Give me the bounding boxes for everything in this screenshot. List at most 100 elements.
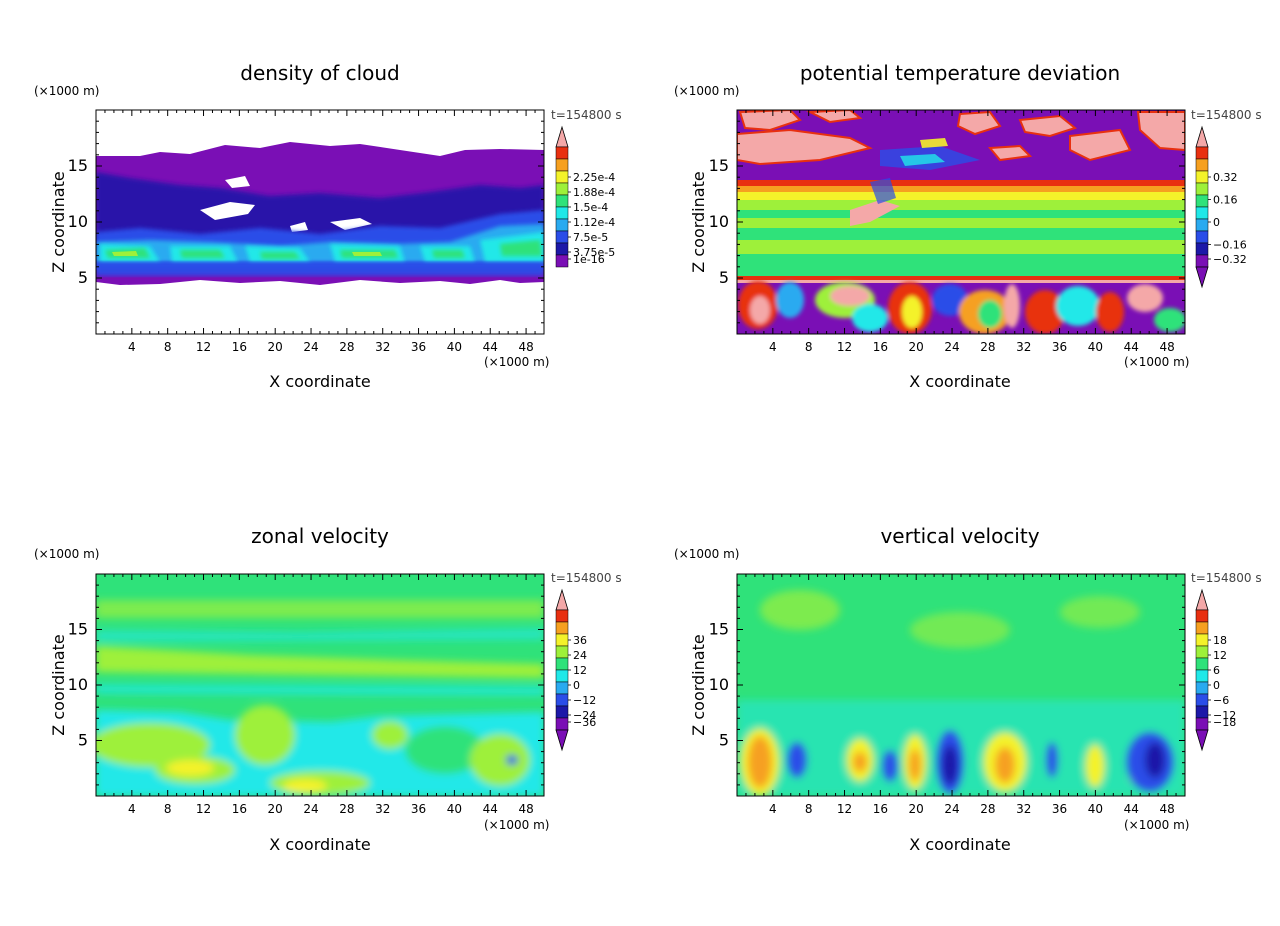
x-tick-label: 44 bbox=[483, 340, 498, 354]
x-unit-label: (×1000 m) bbox=[1124, 818, 1189, 832]
y-tick-label: 15 bbox=[68, 620, 88, 639]
x-tick-label: 24 bbox=[303, 802, 318, 816]
colorbar-band bbox=[555, 218, 569, 232]
colorbar-label: 0.32 bbox=[1213, 171, 1238, 184]
colorbar-band bbox=[1195, 717, 1209, 731]
x-tick-label: 44 bbox=[483, 802, 498, 816]
colorbar-label: −18 bbox=[1213, 716, 1236, 729]
y-tick-label: 5 bbox=[719, 268, 729, 287]
x-tick-label: 12 bbox=[196, 340, 211, 354]
colorbar-band bbox=[555, 194, 569, 208]
x-tick-label: 8 bbox=[164, 802, 172, 816]
hole-white-2 bbox=[225, 176, 250, 188]
colorbar: 18 12 6 0 −6 −12−18 bbox=[1195, 588, 1236, 752]
x-tick-label: 44 bbox=[1124, 340, 1139, 354]
x-tick-label: 36 bbox=[411, 802, 426, 816]
colorbar-bottom-triangle bbox=[1195, 266, 1209, 289]
y-tick-label: 10 bbox=[68, 675, 88, 694]
colorbar-label: −12 bbox=[1213, 709, 1236, 722]
x-tick-label: 24 bbox=[944, 802, 959, 816]
colorbar-label: 36 bbox=[573, 634, 587, 647]
y-axis-label: Z coordinate bbox=[689, 634, 708, 735]
colorbar-band bbox=[1195, 254, 1209, 268]
x-tick-label: 4 bbox=[128, 802, 136, 816]
field-plot bbox=[737, 574, 1185, 796]
colorbar-label: −0.16 bbox=[1213, 239, 1247, 252]
colorbar-band bbox=[1195, 170, 1209, 184]
colorbar-band bbox=[1195, 146, 1209, 160]
x-tick-label: 36 bbox=[1052, 802, 1067, 816]
colorbar-band bbox=[1195, 669, 1209, 683]
colorbar-band bbox=[1195, 206, 1209, 220]
colorbar: 2.25e-4 1.88e-4 1.5e-4 1.12e-4 7.5e-5 3.75e-5… bbox=[555, 125, 615, 268]
colorbar-label: −24 bbox=[573, 709, 596, 722]
colorbar-top-triangle bbox=[555, 588, 569, 611]
colorbar-label: −0.32 bbox=[1213, 253, 1247, 266]
colorbar-band bbox=[555, 705, 569, 719]
y-unit-label: (×1000 m) bbox=[34, 547, 99, 561]
colorbar-band bbox=[555, 621, 569, 635]
x-tick-label: 28 bbox=[339, 802, 354, 816]
colorbar-band bbox=[1195, 609, 1209, 623]
colorbar-top-triangle bbox=[1195, 125, 1209, 148]
colorbar-label: 12 bbox=[1213, 649, 1227, 662]
colorbar-label: 12 bbox=[573, 664, 587, 677]
cloud-region-green bbox=[105, 240, 542, 259]
colorbar-label: −36 bbox=[573, 716, 596, 729]
panel-zonal-velocity: zonal velocity (×1000 m) t=154800 s bbox=[34, 524, 622, 854]
colorbar-band bbox=[1195, 705, 1209, 719]
colorbar-label: 7.5e-5 bbox=[573, 231, 608, 244]
x-tick-label: 44 bbox=[1124, 802, 1139, 816]
colorbar-label: 0 bbox=[1213, 679, 1220, 692]
y-axis-label: Z coordinate bbox=[49, 634, 68, 735]
field-plot bbox=[96, 574, 544, 796]
x-tick-label: 20 bbox=[268, 340, 283, 354]
x-unit-label: (×1000 m) bbox=[484, 818, 549, 832]
y-axis-label: Z coordinate bbox=[49, 171, 68, 272]
y-tick-label: 5 bbox=[719, 731, 729, 750]
x-tick-label: 16 bbox=[873, 340, 888, 354]
colorbar-band bbox=[555, 657, 569, 671]
colorbar-band bbox=[555, 681, 569, 695]
colorbar-band bbox=[555, 242, 569, 256]
x-tick-label: 32 bbox=[1016, 340, 1031, 354]
y-tick-label: 10 bbox=[68, 212, 88, 231]
x-tick-label: 24 bbox=[303, 340, 318, 354]
cloud-region-blue-lower bbox=[96, 262, 544, 276]
time-label: t=154800 s bbox=[551, 571, 622, 585]
colorbar-label: 1.5e-4 bbox=[573, 201, 608, 214]
x-tick-label: 12 bbox=[196, 802, 211, 816]
x-tick-label: 12 bbox=[837, 340, 852, 354]
y-unit-label: (×1000 m) bbox=[674, 84, 739, 98]
colorbar-band bbox=[555, 693, 569, 707]
field-plot bbox=[96, 110, 544, 334]
x-tick-label: 32 bbox=[375, 802, 390, 816]
colorbar-band bbox=[555, 158, 569, 172]
y-tick-label: 10 bbox=[709, 212, 729, 231]
x-tick-label: 8 bbox=[164, 340, 172, 354]
colorbar-band bbox=[1195, 242, 1209, 256]
colorbar-label: −6 bbox=[1213, 694, 1229, 707]
x-tick-label: 48 bbox=[1159, 340, 1174, 354]
x-tick-label: 4 bbox=[128, 340, 136, 354]
colorbar-label: 3.75e-5 bbox=[573, 246, 615, 259]
y-tick-label: 15 bbox=[709, 156, 729, 175]
x-tick-label: 16 bbox=[232, 802, 247, 816]
x-tick-label: 48 bbox=[518, 340, 533, 354]
hole-white-3 bbox=[330, 218, 372, 230]
hole-white-1 bbox=[200, 202, 255, 220]
panel-potential-temperature-deviation: potential temperature deviation (×1000 m… bbox=[674, 61, 1262, 391]
y-tick-label: 15 bbox=[68, 156, 88, 175]
x-tick-label: 32 bbox=[1016, 802, 1031, 816]
colorbar-band bbox=[555, 230, 569, 244]
colorbar-band bbox=[555, 645, 569, 659]
colorbar-band bbox=[1195, 182, 1209, 196]
x-tick-label: 8 bbox=[805, 802, 813, 816]
colorbar: 36 24 12 0 −12 −24−36 bbox=[555, 588, 596, 752]
y-tick-label: 15 bbox=[709, 620, 729, 639]
colorbar-band bbox=[1195, 621, 1209, 635]
x-tick-label: 28 bbox=[339, 340, 354, 354]
colorbar-label: 1.88e-4 bbox=[573, 186, 615, 199]
